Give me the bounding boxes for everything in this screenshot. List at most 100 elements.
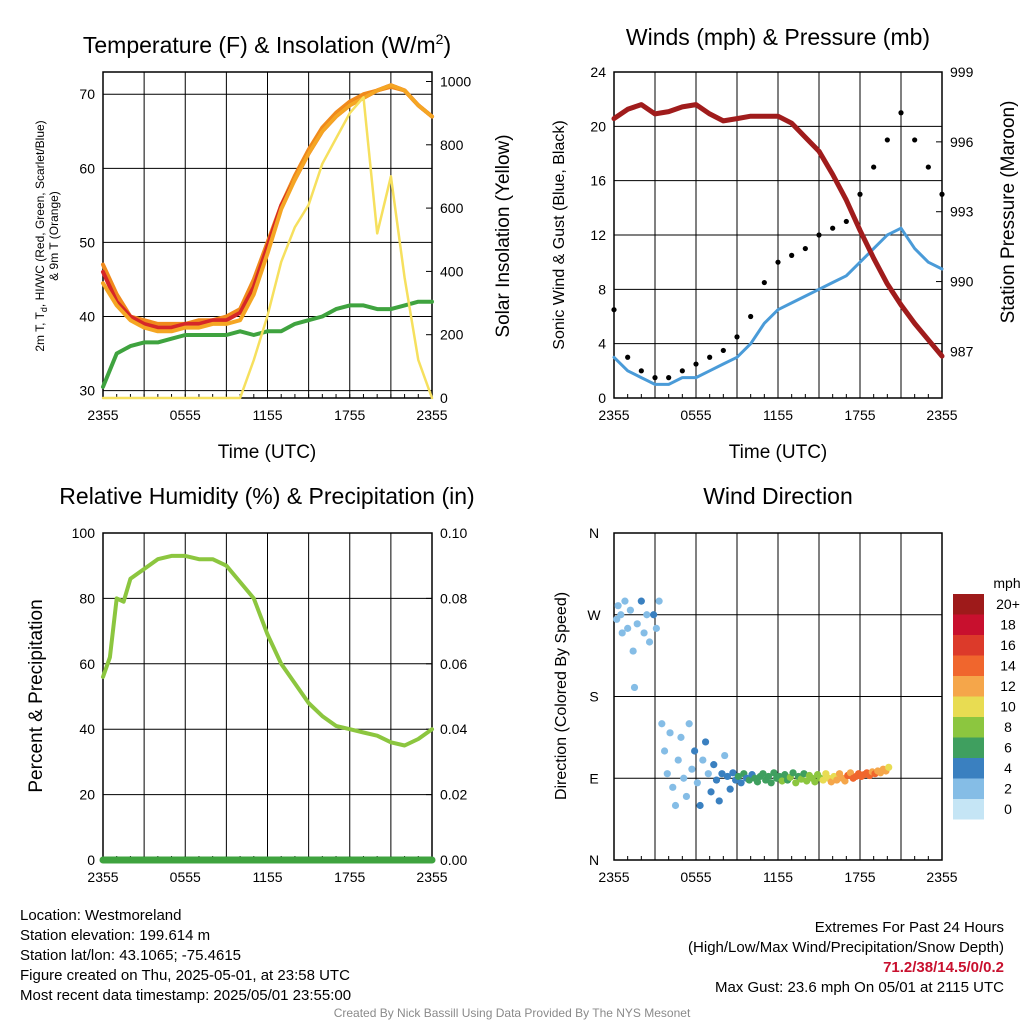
direction-point: [626, 606, 635, 614]
gust-point: [884, 137, 890, 143]
colorbar-label: 8: [1004, 719, 1012, 735]
winds-ytick-label: 16: [590, 173, 606, 189]
temperature-xtick-label: 1755: [334, 407, 365, 423]
temperature-ytick-right-label: 1000: [440, 73, 471, 89]
colorbar-label: 2: [1004, 781, 1012, 797]
gust-point: [789, 252, 795, 258]
direction-point: [685, 720, 693, 728]
humidity-ytick-right-label: 0.08: [440, 590, 467, 606]
direction-point: [811, 778, 819, 786]
direction-point: [767, 779, 775, 787]
direction-point: [800, 770, 808, 778]
winds-wind-line: [612, 226, 944, 386]
wind-direction-panel: Wind Direction Direction (Colored By Spe…: [553, 483, 1021, 885]
humidity-ytick-label: 60: [79, 656, 95, 672]
direction-point: [666, 729, 674, 737]
colorbar-swatch: [953, 758, 984, 779]
direction-point: [682, 792, 691, 801]
winds-xtick-label: 2355: [598, 407, 629, 423]
gust-point: [816, 232, 822, 238]
wind-direction-ytick-label: W: [587, 607, 601, 623]
colorbar-label: 16: [1000, 637, 1016, 653]
winds-ytick-right-label: 993: [950, 204, 974, 220]
direction-point: [797, 775, 805, 783]
temperature-ytick-right-label: 400: [440, 263, 464, 279]
wind-direction-xtick-label: 2355: [926, 869, 957, 885]
colorbar-label: 18: [1000, 617, 1016, 633]
recent-timestamp: Most recent data timestamp: 2025/05/01 2…: [20, 987, 352, 1004]
gust-point: [857, 191, 863, 197]
winds-ylabel-left: Sonic Wind & Gust (Blue, Black): [551, 120, 568, 349]
colorbar-swatch: [953, 614, 984, 635]
winds-ytick-label: 12: [590, 227, 606, 243]
wind-direction-xtick-label: 0555: [680, 869, 711, 885]
gust-point: [898, 110, 904, 116]
direction-point: [707, 788, 715, 796]
direction-point: [718, 770, 726, 778]
winds-xlabel: Time (UTC): [729, 442, 828, 463]
wind-direction-xtick-label: 1155: [763, 869, 793, 885]
direction-point: [652, 624, 660, 632]
gust-point: [843, 218, 849, 225]
figure-created: Figure created on Thu, 2025-05-01, at 23…: [20, 967, 350, 984]
wind-direction-ytick-label: N: [589, 852, 599, 868]
gust-point: [679, 368, 685, 374]
colorbar-swatch: [953, 778, 984, 799]
temperature-hi_wc-line: [101, 83, 434, 334]
direction-point: [701, 738, 710, 746]
direction-point: [624, 624, 632, 632]
humidity-ytick-label: 80: [79, 590, 95, 606]
temperature-ytick-right-label: 200: [440, 327, 464, 343]
extremes-info: Extremes For Past 24 Hours (High/Low/Max…: [688, 918, 1004, 998]
colorbar-label: 20+: [996, 596, 1020, 612]
temperature-ytick-label: 70: [79, 86, 95, 102]
humidity-ylabel-left: Percent & Precipitation: [26, 599, 47, 792]
temperature-dewpoint-line: [101, 299, 434, 389]
winds-xtick-label: 1155: [763, 407, 793, 423]
direction-point: [885, 763, 893, 771]
winds-title: Winds (mph) & Pressure (mb): [626, 24, 930, 50]
winds-xtick-label: 1755: [844, 407, 875, 423]
direction-point: [759, 770, 767, 778]
direction-point: [645, 638, 654, 646]
direction-point: [663, 770, 671, 778]
winds-ylabel-right: Station Pressure (Maroon): [998, 101, 1019, 324]
humidity-ytick-label: 0: [87, 852, 95, 868]
winds-pressure-line: [611, 102, 945, 359]
humidity-ytick-label: 100: [72, 525, 96, 541]
direction-point: [745, 776, 753, 784]
humidity-rh-line: [101, 553, 434, 748]
winds-ytick-right-label: 999: [950, 64, 974, 80]
max-gust: Max Gust: 23.6 mph On 05/01 at 2115 UTC: [714, 979, 1004, 996]
direction-point: [827, 778, 835, 786]
direction-point: [715, 797, 723, 805]
gust-point: [761, 279, 767, 286]
extremes-title: Extremes For Past 24 Hours: [814, 919, 1004, 936]
direction-point: [660, 747, 669, 755]
temperature-title: Temperature (F) & Insolation (W/m2): [83, 31, 451, 58]
direction-point: [633, 620, 641, 628]
winds-ytick-right-label: 990: [950, 274, 974, 290]
winds-ytick-label: 4: [598, 336, 606, 352]
station-latlon: Station lat/lon: 43.1065; -75.4615: [20, 947, 242, 964]
direction-point: [693, 779, 701, 787]
direction-point: [677, 733, 685, 741]
gust-point: [720, 347, 726, 354]
colorbar-label: 14: [1000, 658, 1016, 674]
direction-point: [674, 756, 682, 764]
direction-point: [630, 683, 639, 692]
direction-point: [734, 772, 742, 781]
direction-point: [710, 761, 718, 769]
direction-point: [712, 776, 721, 784]
gust-point: [707, 354, 713, 360]
direction-point: [789, 769, 797, 777]
gust-point: [666, 375, 672, 381]
humidity-ytick-right-label: 0.06: [440, 656, 467, 672]
credit-line: Created By Nick Bassill Using Data Provi…: [333, 1006, 691, 1020]
temperature-ytick-right-label: 0: [440, 390, 448, 406]
gust-point: [734, 334, 740, 340]
gust-point: [775, 259, 781, 265]
wind-direction-ytick-label: N: [589, 525, 599, 541]
temperature-panel: Temperature (F) & Insolation (W/m2) Time…: [33, 31, 514, 463]
humidity-title: Relative Humidity (%) & Precipitation (i…: [59, 483, 474, 509]
